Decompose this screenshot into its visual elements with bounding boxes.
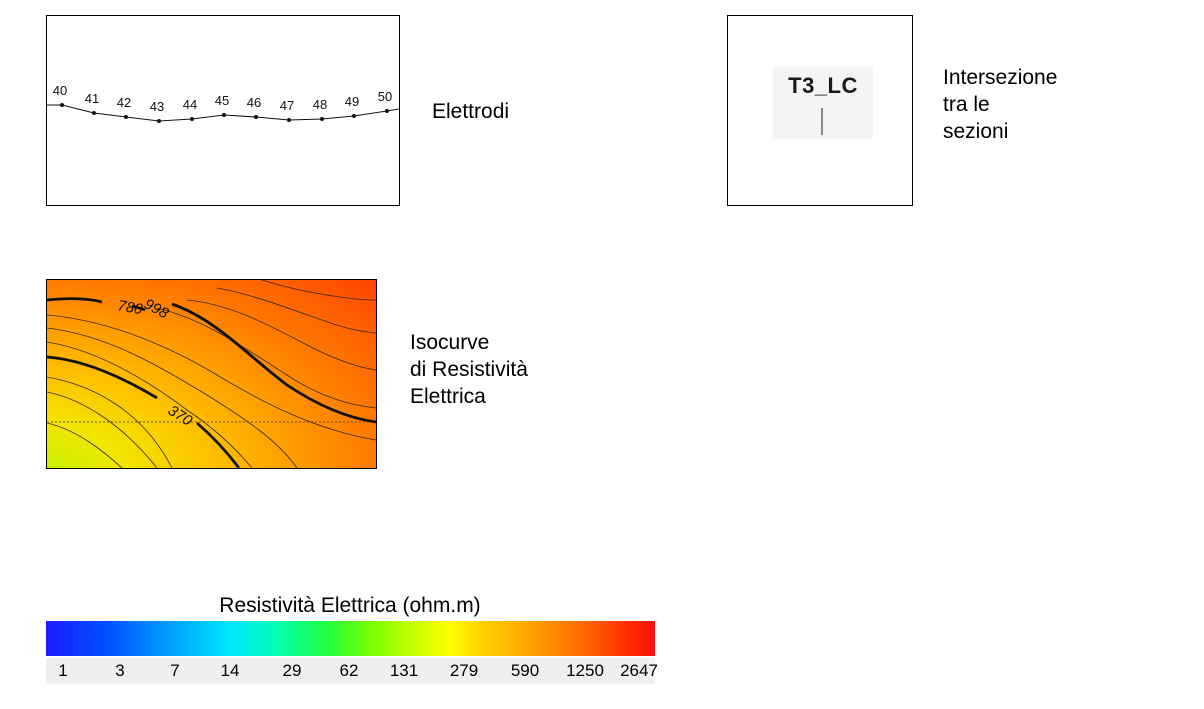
- isocurve-caption-line-3: Elettrica: [410, 385, 486, 408]
- isocurve-line: [47, 341, 253, 468]
- colorbar-tick-label: 279: [449, 661, 479, 680]
- resistivity-field: [47, 280, 376, 468]
- isocurve-line-780: [47, 297, 103, 304]
- intersection-tick-mark: [821, 108, 823, 135]
- electrode-label: 43: [150, 99, 164, 114]
- isocurve-line-780: [131, 304, 146, 312]
- intersection-caption-line-1: Intersezione: [943, 66, 1058, 89]
- electrode-label: 49: [345, 94, 359, 109]
- electrode-marker: [287, 118, 291, 122]
- isocurve-line: [47, 422, 123, 468]
- isocurve-caption-line-2: di Resistività: [410, 358, 528, 381]
- electrode-marker: [385, 109, 389, 113]
- colorbar-tick-label: 3: [115, 661, 125, 680]
- isocurve-line: [261, 280, 376, 301]
- intersection-label: T3_LC: [788, 73, 858, 98]
- electrodes-legend-panel: 40 41 42 43 44 45 46 47 48 49 50: [46, 15, 400, 206]
- electrodes-caption-text: Elettrodi: [432, 100, 510, 123]
- isocurve-line: [47, 327, 298, 468]
- isocurve-diagram: 780 998 370: [47, 280, 376, 468]
- colorbar-tick-label: 7: [170, 661, 180, 680]
- electrode-label: 40: [53, 83, 67, 98]
- electrode-label: 46: [247, 95, 261, 110]
- electrode-marker: [92, 111, 96, 115]
- colorbar-tick-label: 62: [339, 661, 359, 680]
- colorbar-tick-label: 590: [510, 661, 540, 680]
- intersection-caption: Intersezione tra le sezioni: [943, 64, 1057, 145]
- intersection-caption-line-2: tra le: [943, 93, 990, 116]
- electrode-label: 48: [313, 97, 327, 112]
- isocurve-line-370: [47, 355, 158, 400]
- electrode-marker: [60, 103, 64, 107]
- electrode-label: 47: [280, 98, 294, 113]
- colorbar-tick-label: 14: [220, 661, 240, 680]
- isocurve-line-998: [171, 302, 376, 424]
- electrode-marker: [320, 117, 324, 121]
- intersection-marker: T3_LC: [773, 67, 873, 139]
- colorbar-tick-label: 2647: [620, 661, 658, 680]
- electrodes-diagram: 40 41 42 43 44 45 46 47 48 49 50: [47, 83, 399, 123]
- electrode-marker: [190, 117, 194, 121]
- electrode-label: 41: [85, 91, 99, 106]
- isocurve-line: [47, 314, 376, 441]
- isocurve-line: [47, 376, 173, 468]
- colorbar-tick-label: 1: [58, 661, 68, 680]
- isocurve-line: [186, 299, 376, 371]
- isocurve-caption-line-1: Isocurve: [410, 331, 490, 354]
- colorbar-tick-label: 29: [282, 661, 302, 680]
- colorbar-tick-labels: 1 3 7 14 29 62 131 279 590 1250 2647: [46, 658, 658, 684]
- contour-label-780: 780: [116, 297, 144, 318]
- isocurve-line-370: [196, 421, 241, 468]
- colorbar-tick-label: 1250: [566, 661, 604, 680]
- electrode-label: 50: [378, 89, 392, 104]
- isocurve-legend-panel: 780 998 370: [46, 279, 377, 469]
- electrode-label: 45: [215, 93, 229, 108]
- isocurve-caption: Isocurve di Resistività Elettrica: [410, 329, 528, 410]
- electrodes-caption: Elettrodi: [432, 98, 509, 125]
- electrode-marker: [254, 115, 258, 119]
- colorbar-title: Resistività Elettrica (ohm.m): [219, 594, 481, 617]
- isocurve-line: [47, 391, 158, 468]
- electrode-marker: [124, 115, 128, 119]
- colorbar-tick-label: 131: [389, 661, 419, 680]
- electrode-marker: [352, 114, 356, 118]
- electrode-marker: [157, 119, 161, 123]
- intersection-legend-panel: T3_LC: [727, 15, 913, 206]
- isocurve-line: [216, 287, 376, 334]
- resistivity-colorbar: [46, 621, 655, 656]
- isocurve-line: [156, 307, 376, 409]
- electrode-label: 42: [117, 95, 131, 110]
- electrode-marker: [222, 113, 226, 117]
- electrode-label: 44: [183, 97, 197, 112]
- intersection-caption-line-3: sezioni: [943, 120, 1009, 143]
